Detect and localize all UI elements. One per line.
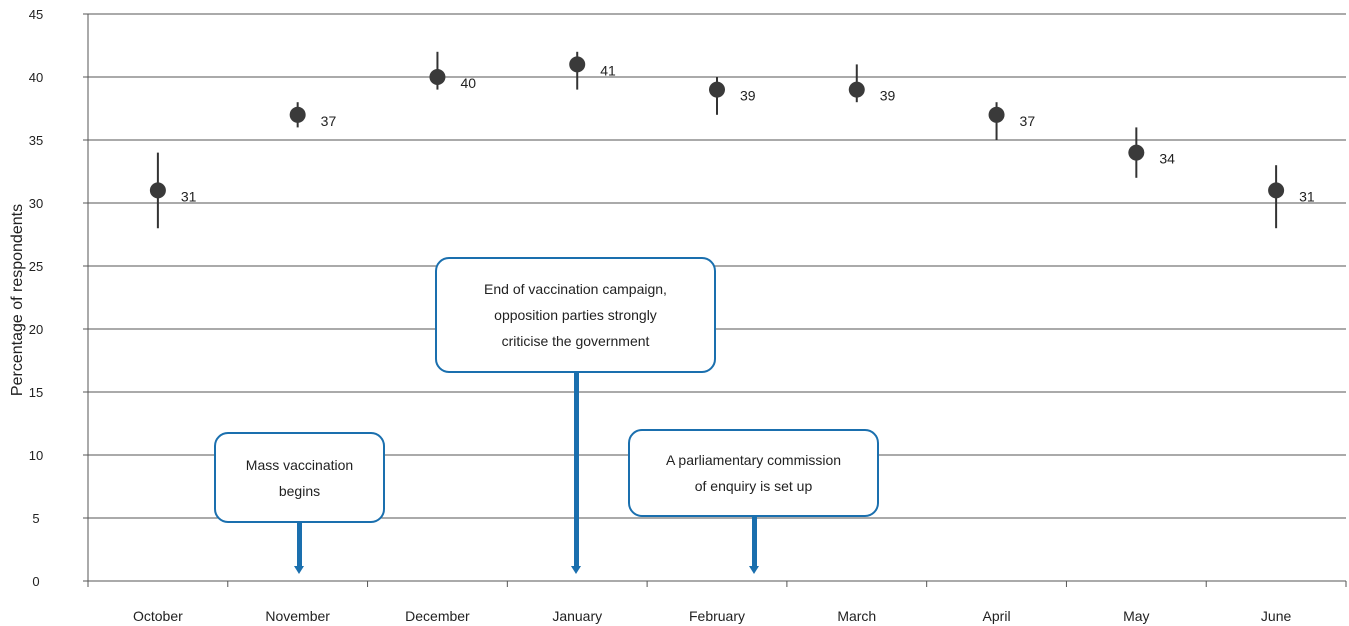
y-tick-label-2: 10	[29, 448, 43, 463]
annotation-text-2: A parliamentary commission of enquiry is …	[666, 447, 841, 499]
data-point-5	[848, 81, 865, 98]
y-tick-label-9: 45	[29, 7, 43, 22]
data-label-7: 34	[1159, 151, 1175, 167]
data-point-0	[149, 182, 166, 199]
y-tick-label-7: 35	[29, 133, 43, 148]
annotation-line: criticise the government	[501, 333, 650, 349]
annotation-arrow-1	[570, 373, 581, 574]
data-label-0: 31	[181, 188, 197, 204]
data-label-5: 39	[880, 88, 896, 104]
annotation-text-1: End of vaccination campaign, opposition p…	[484, 276, 667, 354]
x-tick-label-5: March	[837, 608, 876, 624]
y-tick-label-8: 40	[29, 70, 43, 85]
y-tick-label-1: 5	[32, 511, 39, 526]
data-label-3: 41	[600, 62, 616, 78]
data-label-6: 37	[1020, 113, 1036, 129]
x-tick-label-4: February	[689, 608, 745, 624]
x-tick-label-6: April	[983, 608, 1011, 624]
y-tick-label-3: 15	[29, 385, 43, 400]
annotation-text-0: Mass vaccination begins	[246, 452, 353, 504]
y-tick-label-5: 25	[29, 259, 43, 274]
x-tick-label-2: December	[405, 608, 470, 624]
y-tick-label-0: 0	[32, 574, 39, 589]
data-point-1	[289, 106, 306, 123]
x-tick-label-7: May	[1123, 608, 1149, 624]
annotation-arrow-0	[293, 523, 304, 574]
data-marks: 31 37 40 41 39 39 37 34 31	[149, 51, 1315, 229]
annotation-line: opposition parties strongly	[494, 307, 657, 323]
y-tick-label-4: 20	[29, 322, 43, 337]
x-tick-label-8: June	[1261, 608, 1292, 624]
x-tick-label-0: October	[133, 608, 183, 624]
data-label-1: 37	[321, 113, 337, 129]
annotation-line: Mass vaccination	[245, 456, 354, 473]
data-point-6	[988, 106, 1005, 123]
y-tick-label-6: 30	[29, 196, 43, 211]
data-point-4	[709, 81, 725, 98]
data-point-2	[429, 69, 446, 85]
annotation-line: of enquiry is set up	[694, 478, 813, 494]
x-tick-label-1: November	[265, 608, 330, 624]
annotation-box-1: End of vaccination campaign, opposition p…	[435, 257, 716, 373]
annotation-box-0: Mass vaccination begins	[214, 432, 385, 523]
annotation-line: begins	[278, 482, 321, 499]
data-point-8	[1268, 182, 1285, 199]
annotation-line: A parliamentary commission	[665, 452, 842, 468]
data-label-4: 39	[740, 88, 756, 104]
axes	[83, 13, 1347, 587]
data-label-2: 40	[460, 75, 476, 91]
data-point-7	[1128, 144, 1145, 161]
x-tick-label-3: January	[552, 608, 602, 624]
data-label-8: 31	[1299, 188, 1315, 204]
tick-labels: 0 5 10 15 20 25 30 35 40 45 October November Decembe…	[29, 7, 1292, 624]
annotation-box-2: A parliamentary commission of enquiry is …	[628, 429, 879, 517]
y-axis-label: Percentage of respondents	[9, 204, 26, 396]
annotation-line: End of vaccination campaign,	[484, 281, 667, 297]
annotation-arrow-2	[748, 517, 759, 574]
data-point-3	[569, 56, 586, 73]
